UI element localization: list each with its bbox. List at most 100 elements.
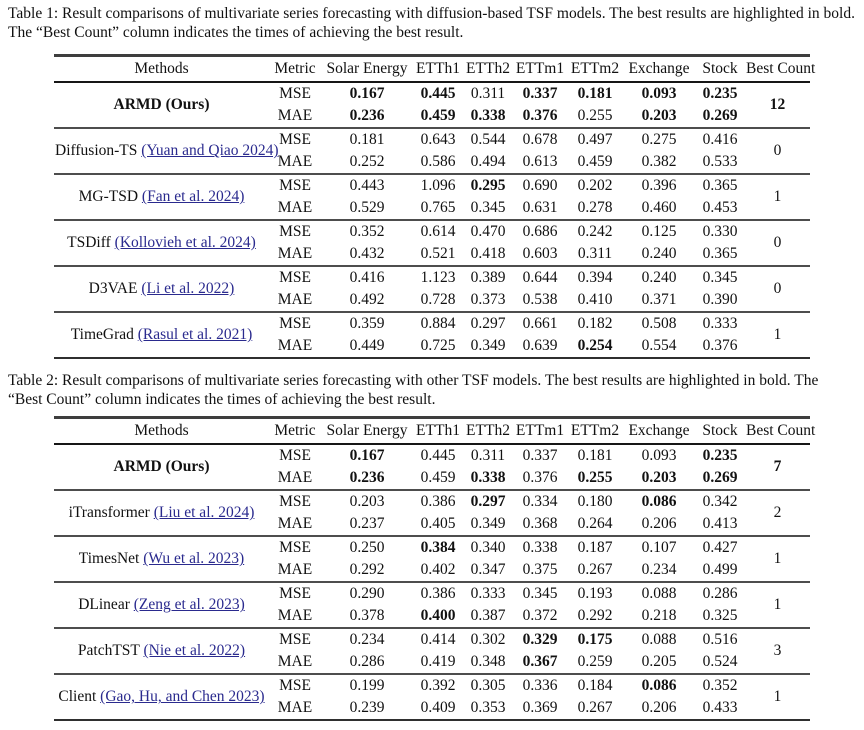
column-header-etth2: ETTh2	[466, 422, 510, 440]
column-header-ettm2: ETTm2	[570, 422, 620, 440]
method-group-armd-ours: ARMD (Ours) MSE 0.167 0.445 0.311 0.337 0.181 0…	[54, 444, 810, 490]
best-count: 1	[773, 550, 782, 568]
metric-value: 0.269	[702, 469, 738, 487]
metric-value: 0.206	[641, 699, 677, 717]
metric-value: 0.184	[577, 677, 613, 695]
metric-value: 0.311	[470, 85, 506, 103]
metric-value: 0.433	[702, 699, 738, 717]
metric-value: 0.252	[349, 153, 385, 171]
metric-value: 0.286	[349, 653, 385, 671]
metric-value: 0.371	[641, 291, 677, 309]
table-row: MAE 0.252 0.586 0.494 0.613 0.459 0.382 0.533	[54, 151, 810, 174]
metric-value: 0.516	[702, 631, 738, 649]
metric-value: 0.347	[470, 561, 506, 579]
metric-value: 0.107	[641, 539, 677, 557]
metric-value: 0.419	[420, 653, 456, 671]
method-cell: TimeGrad (Rasul et al. 2021)	[54, 312, 269, 358]
metric-value: 0.205	[641, 653, 677, 671]
citation-link[interactable]: (Wu et al. 2023)	[143, 550, 245, 568]
best-count: 2	[773, 504, 782, 522]
metric-value: 0.305	[470, 677, 506, 695]
metric-value: 0.240	[641, 269, 677, 287]
method-name: MG-TSD	[78, 188, 139, 206]
metric-value: 0.345	[470, 199, 506, 217]
table-row: MAE 0.239 0.409 0.353 0.369 0.267 0.206 0.433	[54, 697, 810, 720]
metric-value: 0.093	[641, 447, 677, 465]
header-row: Methods Metric Solar Energy ETTh1 ETTh2 ETTm1…	[54, 418, 815, 445]
method-group-patchtst: PatchTST (Nie et al. 2022) MSE 0.234 0.414 0…	[54, 628, 810, 674]
citation-link[interactable]: (Zeng et al. 2023)	[133, 596, 245, 614]
citation-link[interactable]: (Fan et al. 2024)	[141, 188, 245, 206]
citation-link[interactable]: (Rasul et al. 2021)	[137, 326, 253, 344]
metric-value: 0.644	[522, 269, 558, 287]
column-header-etth1: ETTh1	[416, 60, 460, 78]
best-count: 1	[773, 596, 782, 614]
metric-value: 0.367	[522, 653, 558, 671]
citation-link[interactable]: (Kollovieh et al. 2024)	[114, 234, 256, 252]
method-group-timesnet: TimesNet (Wu et al. 2023) MSE 0.250 0.384 0.…	[54, 536, 810, 582]
metric-label: MAE	[277, 107, 313, 125]
metric-value: 0.259	[577, 653, 613, 671]
citation-link[interactable]: (Liu et al. 2024)	[153, 504, 255, 522]
metric-value: 0.181	[577, 85, 613, 103]
metric-value: 0.524	[702, 653, 738, 671]
citation-link[interactable]: (Li et al. 2022)	[141, 280, 235, 298]
best-count: 1	[773, 688, 782, 706]
metric-value: 0.445	[420, 85, 456, 103]
metric-value: 0.167	[349, 85, 385, 103]
metric-value: 0.254	[577, 337, 613, 355]
metric-value: 0.365	[702, 177, 738, 195]
metric-value: 0.234	[349, 631, 385, 649]
column-header-methods: Methods	[134, 60, 189, 78]
metric-value: 0.373	[470, 291, 506, 309]
citation-link[interactable]: (Yuan and Qiao 2024)	[141, 142, 279, 160]
metric-value: 0.093	[641, 85, 677, 103]
metric-label: MAE	[277, 199, 313, 217]
citation-link[interactable]: (Gao, Hu, and Chen 2023)	[100, 688, 265, 706]
metric-value: 0.631	[522, 199, 558, 217]
metric-value: 0.292	[577, 607, 613, 625]
table-row: MAE 0.236 0.459 0.338 0.376 0.255 0.203 0.269	[54, 467, 810, 490]
method-cell: iTransformer (Liu et al. 2024)	[54, 490, 269, 536]
table-row: MAE 0.378 0.400 0.387 0.372 0.292 0.218 0.325	[54, 605, 810, 628]
table-row: TimesNet (Wu et al. 2023) MSE 0.250 0.384 0.…	[54, 536, 810, 567]
metric-label: MSE	[279, 539, 311, 557]
metric-value: 0.242	[577, 223, 613, 241]
metric-value: 0.690	[522, 177, 558, 195]
metric-value: 0.330	[702, 223, 738, 241]
table-row: D3VAE (Li et al. 2022) MSE 0.416 1.123 0.389…	[54, 266, 810, 297]
citation-link[interactable]: (Nie et al. 2022)	[143, 642, 246, 660]
column-header-solar-energy: Solar Energy	[326, 422, 408, 440]
metric-value: 0.342	[702, 493, 738, 511]
metric-value: 0.336	[522, 677, 558, 695]
metric-value: 0.365	[702, 245, 738, 263]
metric-label: MAE	[277, 245, 313, 263]
table-row: MAE 0.432 0.521 0.418 0.603 0.311 0.240 0.365	[54, 243, 810, 266]
metric-value: 0.348	[470, 653, 506, 671]
metric-value: 0.286	[702, 585, 738, 603]
metric-value: 0.459	[420, 107, 456, 125]
method-name: TimeGrad	[70, 326, 134, 344]
metric-value: 0.297	[470, 493, 506, 511]
method-name: ARMD (Ours)	[113, 458, 210, 476]
metric-value: 0.376	[702, 337, 738, 355]
metric-value: 0.405	[420, 515, 456, 533]
metric-value: 0.376	[522, 107, 558, 125]
table-row: MAE 0.292 0.402 0.347 0.375 0.267 0.234 0.499	[54, 559, 810, 582]
metric-value: 0.728	[420, 291, 456, 309]
column-header-stock: Stock	[702, 422, 738, 440]
metric-value: 0.643	[420, 131, 456, 149]
method-name: iTransformer	[68, 504, 150, 522]
column-header-etth1: ETTh1	[416, 422, 460, 440]
metric-value: 0.470	[470, 223, 506, 241]
best-count: 7	[773, 458, 782, 476]
metric-value: 0.613	[522, 153, 558, 171]
metric-value: 0.416	[702, 131, 738, 149]
metric-value: 0.345	[702, 269, 738, 287]
metric-label: MSE	[279, 493, 311, 511]
metric-value: 0.325	[702, 607, 738, 625]
metric-value: 0.554	[641, 337, 677, 355]
metric-value: 0.387	[470, 607, 506, 625]
metric-value: 0.297	[470, 315, 506, 333]
metric-value: 0.193	[577, 585, 613, 603]
